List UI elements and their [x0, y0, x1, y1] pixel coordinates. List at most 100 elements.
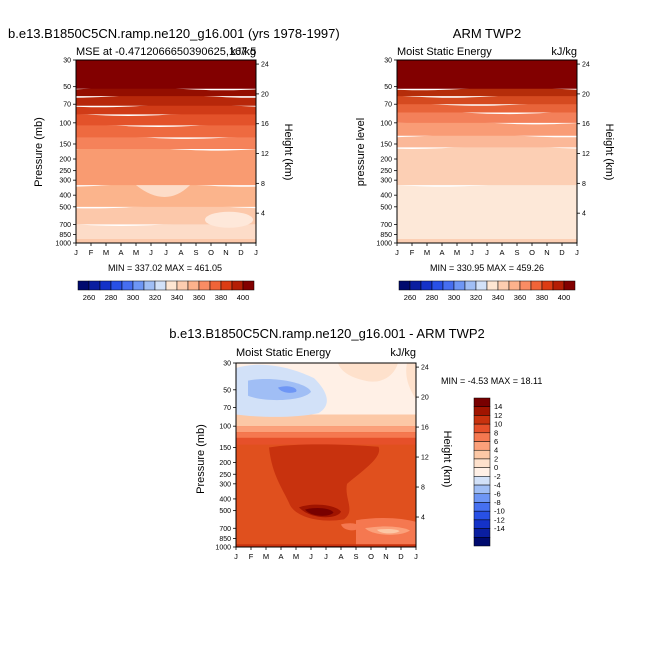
panel-obs-xtick-label: D — [559, 248, 565, 257]
panel-diff-colorbar-label: -2 — [494, 472, 501, 481]
panel-obs-ytick-label: 1000 — [376, 241, 392, 248]
panel-diff-ytick-right-label: 20 — [421, 395, 429, 402]
panel-model-contour-band — [76, 104, 256, 115]
panel-obs-colorbar-label: 360 — [514, 293, 527, 302]
panel-model-units: kJ/kg — [230, 46, 256, 58]
panel-diff-colorbar-label: 6 — [494, 437, 498, 446]
panel-diff-ytick-label: 400 — [219, 496, 231, 503]
panel-diff-colorbar-box — [473, 415, 491, 425]
panel-obs-title: ARM TWP2 — [453, 26, 521, 41]
panel-model-contour-band — [76, 147, 256, 186]
panel-model-ytick-label: 200 — [59, 157, 71, 164]
panel-obs-colorbar-label: 400 — [558, 293, 571, 302]
panel-diff-contour-band — [236, 437, 416, 445]
panel-diff-colorbar-label: 8 — [494, 428, 498, 437]
panel-model-contour-band — [76, 239, 256, 243]
panel-diff-colorbar-label: -12 — [494, 515, 505, 524]
panel-obs-colorbar-box — [475, 280, 488, 291]
panel-model-xtick-label: J — [254, 248, 258, 257]
panel-obs-ytick-label: 150 — [380, 141, 392, 148]
panel-diff-colorbar-label: -6 — [494, 489, 501, 498]
panel-obs-ytick-right-label: 16 — [582, 121, 590, 128]
panel-model-ytick-label: 500 — [59, 204, 71, 211]
panel-model-colorbar-box — [77, 280, 90, 291]
panel-diff-colorbar-box — [473, 449, 491, 460]
panel-obs-xtick-label: F — [410, 248, 415, 257]
panel-diff-ytick-right-label: 4 — [421, 515, 425, 522]
panel-diff-colorbar-label: 10 — [494, 420, 502, 429]
panel-diff: b.e13.B1850C5CN.ramp.ne120_g16.001 - ARM… — [169, 326, 542, 561]
panel-obs-colorbar: 260 280 300 320 340 360 380 400 — [398, 280, 576, 302]
panel-diff-plot — [236, 363, 416, 547]
panel-obs-xtick-label: J — [485, 248, 489, 257]
panel-diff-ytick-label: 850 — [219, 536, 231, 543]
panel-obs-ytick-right-label: 12 — [582, 151, 590, 158]
panel-obs-xtick-label: M — [454, 248, 460, 257]
panel-model-axes: J F M A M J J A S O N D J305070100150200250300400500… — [55, 58, 268, 258]
panel-model-colorbar-label: 400 — [237, 293, 250, 302]
panel-model-colorbar-label: 300 — [127, 293, 140, 302]
panel-diff-colorbar-label: -14 — [494, 524, 505, 533]
panel-diff-colorbar-label: 4 — [494, 446, 498, 455]
panel-model-contour-band — [76, 87, 256, 97]
panel-diff-colorbar-box — [473, 493, 491, 503]
panel-model-ytick-label: 70 — [63, 102, 71, 109]
panel-diff-subtitle: Moist Static Energy — [236, 347, 331, 359]
panel-obs-ytick-right-label: 24 — [582, 62, 590, 69]
panel-diff-ytick-label: 150 — [219, 445, 231, 452]
panel-obs-contour-band — [397, 102, 577, 113]
panel-model-ylabel: Pressure (mb) — [33, 117, 45, 187]
panel-diff-ylabel: Pressure (mb) — [195, 424, 207, 494]
panel-model-colorbar-box — [209, 280, 222, 291]
panel-diff-xtick-label: O — [368, 552, 374, 561]
panel-obs-ytick-label: 30 — [384, 58, 392, 65]
panel-model-contour-band — [76, 222, 256, 243]
panel-model-xtick-label: J — [164, 248, 168, 257]
panel-obs-colorbar-label: 260 — [404, 293, 417, 302]
panel-model-colorbar-box — [242, 280, 255, 291]
panel-model-colorbar-box — [132, 280, 145, 291]
panel-obs-colorbar-box — [464, 280, 477, 291]
panel-diff-title: b.e13.B1850C5CN.ramp.ne120_g16.001 - ARM… — [169, 326, 485, 341]
panel-model-ytick-label: 850 — [59, 232, 71, 239]
panel-model-xtick-label: M — [103, 248, 109, 257]
panel-model-ytick-right-label: 16 — [261, 121, 269, 128]
panel-obs-ytick-label: 400 — [380, 193, 392, 200]
panel-diff-colorbar-box — [473, 423, 491, 434]
panel-obs-xtick-label: J — [395, 248, 399, 257]
panel-diff-xtick-label: M — [263, 552, 269, 561]
panel-diff-xtick-label: N — [383, 552, 388, 561]
panel-diff-contour-band — [305, 507, 334, 516]
panel-model-xtick-label: M — [133, 248, 139, 257]
panel-model-colorbar-label: 340 — [171, 293, 184, 302]
panel-obs-contour-band — [397, 121, 577, 136]
panel-obs-contour-band — [397, 183, 577, 243]
panel-diff-ytick-label: 300 — [219, 481, 231, 488]
panel-diff-contour-band — [406, 363, 416, 400]
panel-obs-colorbar-label: 320 — [470, 293, 483, 302]
panel-diff-colorbar-box — [473, 441, 491, 451]
panel-obs-xtick-label: A — [439, 248, 444, 257]
panel-model-colorbar-box — [99, 280, 112, 291]
panel-model-colorbar-label: 360 — [193, 293, 206, 302]
panel-diff-colorbar-box — [473, 537, 491, 547]
panel-diff-contour-band — [236, 414, 416, 427]
panel-model-ytick-right-label: 12 — [261, 151, 269, 158]
panel-model-colorbar-label: 320 — [149, 293, 162, 302]
panel-obs-contour-band — [397, 94, 577, 105]
panel-obs-colorbar-box — [431, 280, 444, 291]
panel-diff-xtick-label: J — [414, 552, 418, 561]
panel-model-ytick-label: 700 — [59, 222, 71, 229]
panel-obs-colorbar-label: 380 — [536, 293, 549, 302]
panel-obs-ytick-label: 70 — [384, 102, 392, 109]
panel-model-xtick-label: A — [118, 248, 123, 257]
panel-obs-xtick-label: J — [575, 248, 579, 257]
panel-diff-colorbar-box — [473, 519, 491, 529]
panel-diff-xtick-label: M — [293, 552, 299, 561]
panel-obs-xtick-label: S — [514, 248, 519, 257]
panel-obs-colorbar-box — [398, 280, 411, 291]
panel-model-ytick-right-label: 4 — [261, 211, 265, 218]
